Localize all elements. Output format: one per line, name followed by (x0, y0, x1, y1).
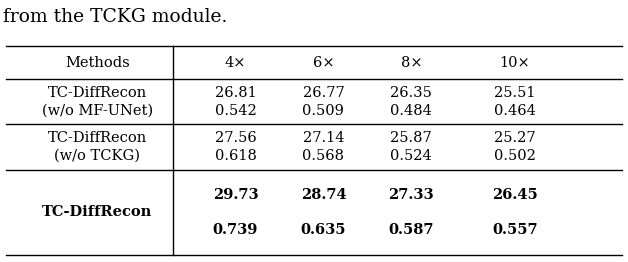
Text: 0.568: 0.568 (303, 149, 344, 163)
Text: 0.739: 0.739 (213, 223, 258, 237)
Text: TC-DiffRecon: TC-DiffRecon (42, 205, 153, 220)
Text: 26.81: 26.81 (215, 86, 256, 100)
Text: (w/o TCKG): (w/o TCKG) (55, 149, 140, 163)
Text: 10×: 10× (500, 56, 530, 70)
Text: 0.509: 0.509 (303, 104, 344, 118)
Text: from the TCKG module.: from the TCKG module. (3, 8, 227, 26)
Text: 4×: 4× (225, 56, 246, 70)
Text: 26.45: 26.45 (492, 188, 538, 202)
Text: 0.542: 0.542 (215, 104, 256, 118)
Text: 0.464: 0.464 (494, 104, 536, 118)
Text: TC-DiffRecon: TC-DiffRecon (48, 131, 147, 145)
Text: 0.635: 0.635 (301, 223, 346, 237)
Text: 26.77: 26.77 (303, 86, 344, 100)
Text: Methods: Methods (65, 56, 130, 70)
Text: TC-DiffRecon: TC-DiffRecon (48, 86, 147, 100)
Text: 0.587: 0.587 (389, 223, 434, 237)
Text: 27.33: 27.33 (389, 188, 434, 202)
Text: 27.56: 27.56 (215, 131, 256, 145)
Text: 29.73: 29.73 (213, 188, 258, 202)
Text: 25.87: 25.87 (391, 131, 432, 145)
Text: 0.502: 0.502 (494, 149, 536, 163)
Text: 27.14: 27.14 (303, 131, 344, 145)
Text: 25.27: 25.27 (494, 131, 536, 145)
Text: 0.618: 0.618 (215, 149, 256, 163)
Text: 0.484: 0.484 (391, 104, 432, 118)
Text: 8×: 8× (401, 56, 422, 70)
Text: 0.524: 0.524 (391, 149, 432, 163)
Text: 0.557: 0.557 (492, 223, 538, 237)
Text: 28.74: 28.74 (301, 188, 346, 202)
Text: (w/o MF-UNet): (w/o MF-UNet) (42, 104, 153, 118)
Text: 25.51: 25.51 (494, 86, 536, 100)
Text: 26.35: 26.35 (391, 86, 432, 100)
Text: 6×: 6× (313, 56, 334, 70)
